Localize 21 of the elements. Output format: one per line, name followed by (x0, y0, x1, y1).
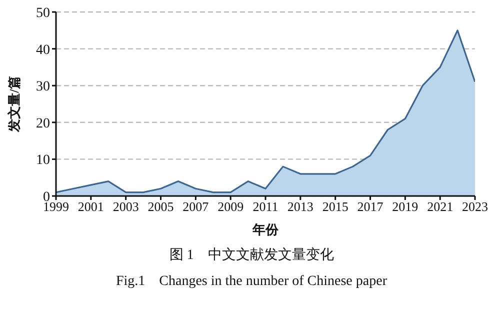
x-axis-title: 年份 (252, 222, 280, 237)
x-tick-label: 2023 (462, 199, 488, 214)
y-axis-title: 发文量/篇 (6, 76, 22, 133)
x-tick-label: 2019 (392, 199, 418, 214)
x-tick-label: 2009 (218, 199, 244, 214)
y-tick-label: 50 (36, 6, 50, 21)
y-tick-label: 30 (36, 80, 50, 95)
x-tick-label: 2013 (287, 199, 314, 214)
y-tick-label: 40 (36, 42, 50, 58)
x-tick-label: 2005 (148, 199, 174, 214)
x-tick-label: 2017 (357, 199, 384, 214)
x-tick-label: 2021 (427, 199, 454, 214)
x-tick-label: 2001 (78, 199, 104, 214)
caption: 图 1 中文文献发文量变化 (168, 246, 335, 264)
x-tick-label: 2007 (182, 199, 210, 214)
x-tick-label: 2011 (252, 199, 278, 214)
caption: Fig.1 Changes in the number of Chinese paper (114, 273, 388, 290)
y-tick-label: 10 (36, 153, 50, 168)
x-tick-label: 2003 (112, 199, 139, 214)
y-tick-label: 20 (36, 116, 50, 132)
x-tick-label: 2015 (322, 199, 348, 214)
